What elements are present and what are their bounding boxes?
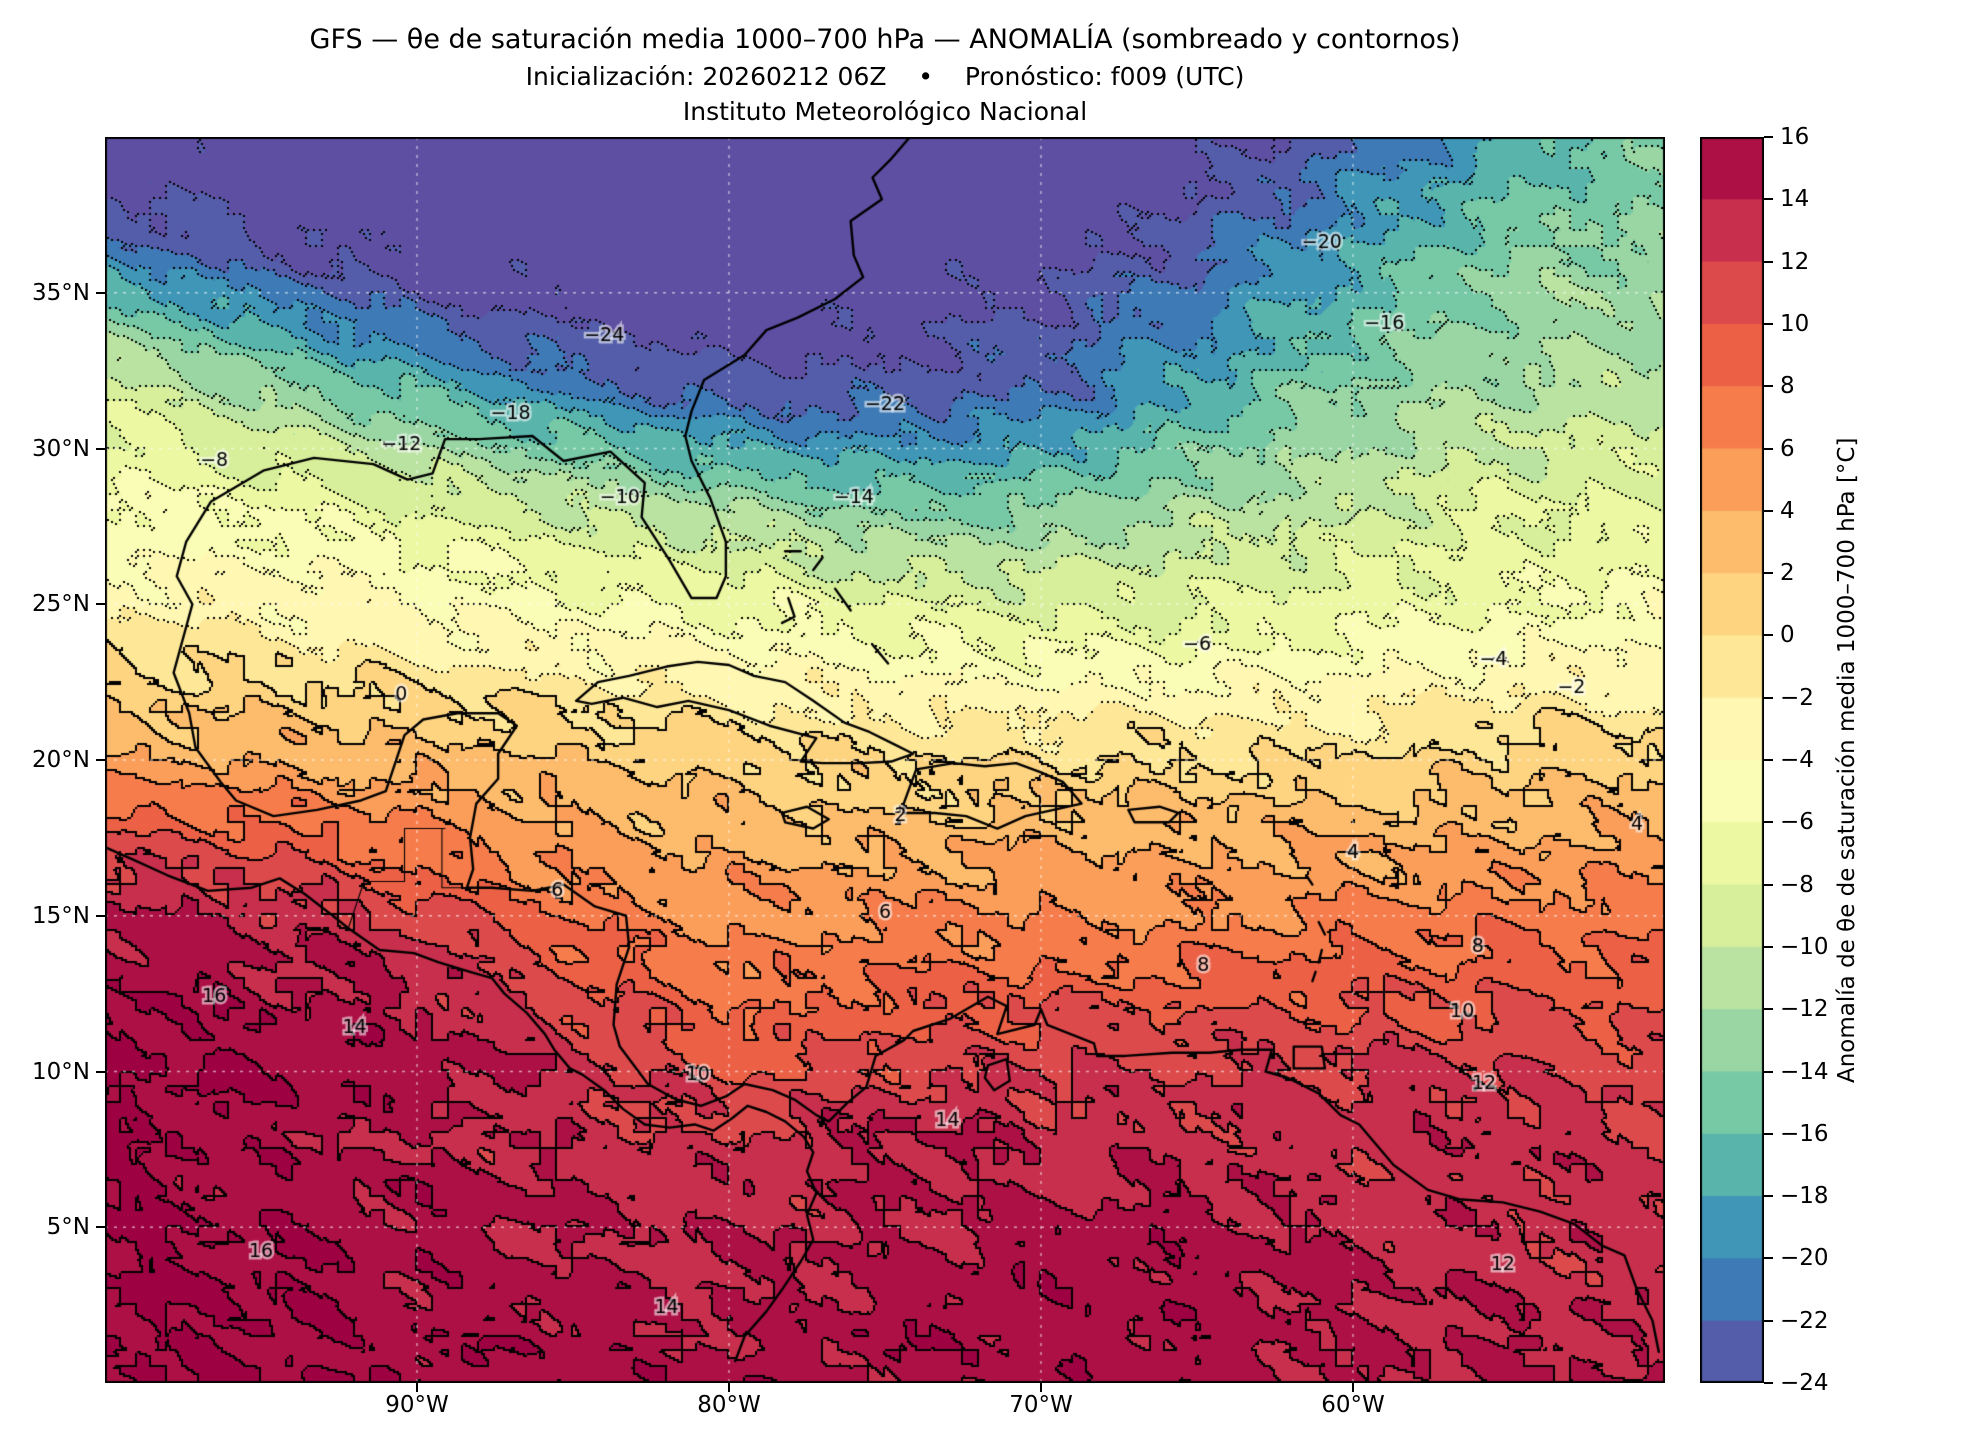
colorbar-tick-mark <box>1764 1008 1773 1011</box>
colorbar-tick-mark <box>1764 696 1773 699</box>
colorbar-tick-label: 10 <box>1780 310 1810 337</box>
y-tick-mark <box>96 603 105 606</box>
colorbar-label: Anomalía de θe de saturación media 1000–… <box>1834 437 1860 1083</box>
colorbar-tick-mark <box>1764 759 1773 761</box>
y-tick-label: 35°N <box>32 279 90 306</box>
subtitle-init-forecast: Inicialización: 20260212 06Z • Pronóstic… <box>525 62 1245 91</box>
y-tick-mark <box>96 1226 105 1229</box>
colorbar-tick-mark <box>1764 509 1773 512</box>
colorbar-tick-label: −24 <box>1780 1370 1829 1396</box>
colorbar-tick-label: −2 <box>1780 684 1814 711</box>
x-tick-mark <box>1352 1383 1354 1392</box>
colorbar-tick-mark <box>1764 1382 1773 1384</box>
colorbar-tick-mark <box>1764 447 1773 450</box>
x-tick-mark <box>728 1383 730 1392</box>
colorbar-tick-label: −20 <box>1780 1245 1829 1272</box>
colorbar-tick-mark <box>1764 385 1773 388</box>
y-tick-mark <box>96 447 105 450</box>
x-tick-mark <box>1040 1383 1042 1392</box>
colorbar-tick-label: −10 <box>1780 933 1829 960</box>
colorbar-tick-mark <box>1764 821 1773 824</box>
colorbar-tick-mark <box>1764 1195 1773 1198</box>
colorbar-tick-mark <box>1764 945 1773 948</box>
page-title: GFS — θe de saturación media 1000–700 hP… <box>309 24 1461 55</box>
y-tick-mark <box>96 291 105 294</box>
colorbar-tick-label: −12 <box>1780 996 1829 1023</box>
colorbar-tick-label: −22 <box>1780 1307 1829 1334</box>
colorbar-tick-mark <box>1764 260 1773 263</box>
x-tick-mark <box>416 1383 418 1392</box>
y-tick-label: 15°N <box>32 902 90 929</box>
map-canvas <box>105 137 1665 1383</box>
colorbar-tick-mark <box>1764 1070 1773 1073</box>
colorbar-tick-label: −8 <box>1780 871 1814 898</box>
colorbar-tick-label: −6 <box>1780 809 1814 836</box>
colorbar-tick-label: −4 <box>1780 747 1814 773</box>
colorbar-tick-label: −16 <box>1780 1120 1829 1147</box>
y-tick-mark <box>96 914 105 917</box>
y-tick-label: 5°N <box>46 1214 90 1241</box>
colorbar-tick-label: 16 <box>1780 124 1810 150</box>
y-tick-label: 30°N <box>32 435 90 462</box>
colorbar-tick-mark <box>1764 1132 1773 1135</box>
colorbar-tick-label: 4 <box>1780 497 1795 524</box>
colorbar-tick-label: 12 <box>1780 248 1810 275</box>
y-tick-label: 10°N <box>32 1058 90 1085</box>
colorbar-tick-mark <box>1764 1319 1773 1322</box>
x-tick-label: 80°W <box>697 1392 761 1418</box>
colorbar-tick-mark <box>1764 198 1773 201</box>
colorbar-tick-mark <box>1764 572 1773 575</box>
colorbar-tick-mark <box>1764 1257 1773 1260</box>
colorbar-tick-label: 6 <box>1780 435 1795 462</box>
x-tick-label: 60°W <box>1321 1392 1385 1418</box>
subtitle-institution: Instituto Meteorológico Nacional <box>682 97 1088 126</box>
colorbar-tick-label: −18 <box>1780 1183 1829 1210</box>
y-tick-label: 20°N <box>32 747 90 773</box>
colorbar-canvas <box>1700 137 1764 1383</box>
colorbar-tick-label: 0 <box>1780 622 1795 649</box>
x-tick-label: 70°W <box>1009 1392 1073 1418</box>
colorbar-tick-mark <box>1764 136 1773 138</box>
colorbar-tick-label: 14 <box>1780 186 1810 213</box>
y-tick-mark <box>96 759 105 761</box>
colorbar-tick-mark <box>1764 634 1773 637</box>
x-tick-label: 90°W <box>385 1392 449 1418</box>
y-tick-mark <box>96 1070 105 1073</box>
y-tick-label: 25°N <box>32 591 90 618</box>
colorbar-tick-label: −14 <box>1780 1058 1829 1085</box>
colorbar-tick-label: 2 <box>1780 560 1795 587</box>
colorbar-tick-mark <box>1764 322 1773 325</box>
colorbar-tick-mark <box>1764 883 1773 886</box>
colorbar-tick-label: 8 <box>1780 373 1795 400</box>
